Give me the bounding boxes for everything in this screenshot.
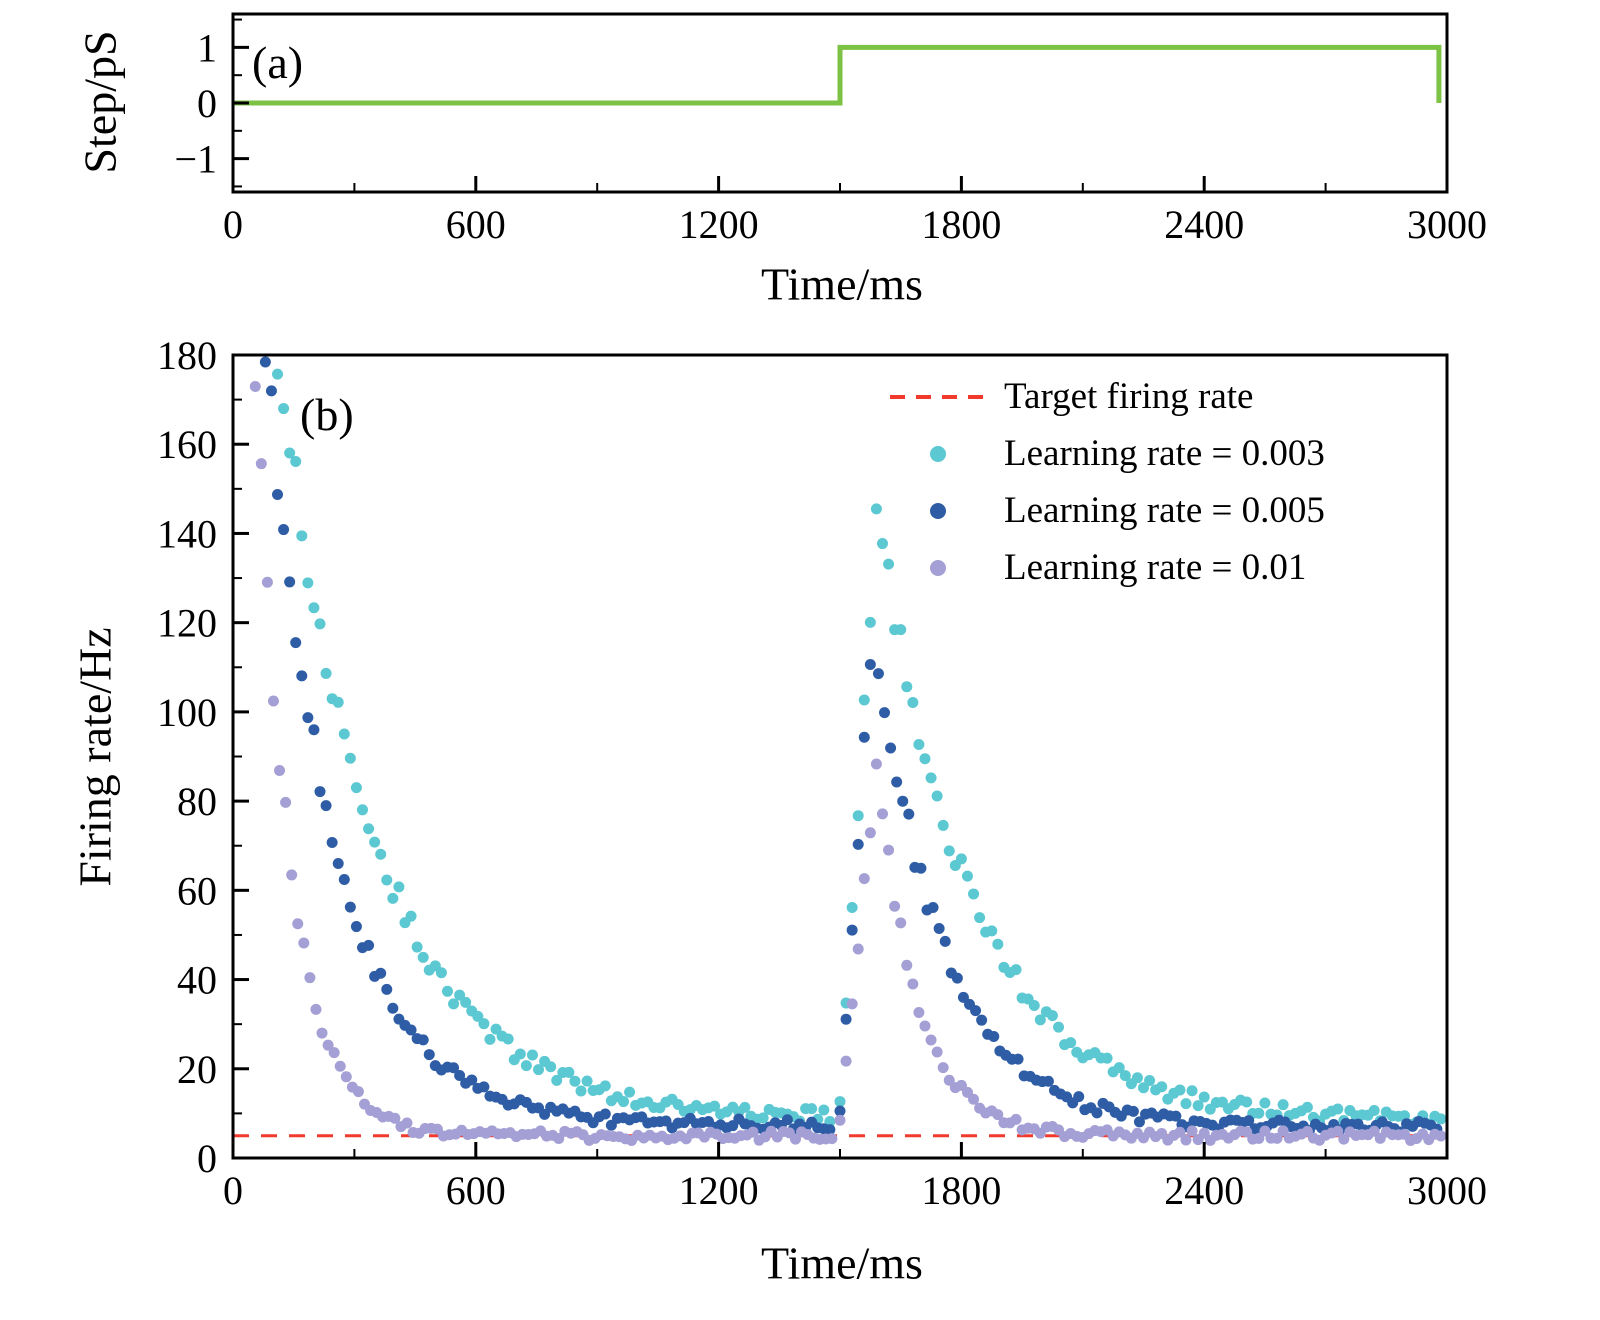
series-dot-icon <box>885 445 990 462</box>
legend-item: Learning rate = 0.003 <box>885 425 1325 482</box>
svg-text:3000: 3000 <box>1407 202 1487 247</box>
series-dot-icon <box>885 559 990 576</box>
panel-a-letter: (a) <box>252 37 304 88</box>
svg-text:180: 180 <box>157 333 217 378</box>
svg-text:1800: 1800 <box>921 1168 1001 1213</box>
legend-item: Learning rate = 0.005 <box>885 482 1325 539</box>
svg-text:40: 40 <box>177 958 217 1003</box>
series-dot-icon <box>885 502 990 519</box>
legend-label: Learning rate = 0.005 <box>1004 490 1325 531</box>
panel-a-x-axis-label: Time/ms <box>761 258 923 310</box>
svg-text:1200: 1200 <box>679 1168 759 1213</box>
panel-b-y-axis-label: Firing rate/Hz <box>69 627 121 887</box>
svg-text:20: 20 <box>177 1047 217 1092</box>
svg-text:0: 0 <box>223 202 243 247</box>
legend-label: Learning rate = 0.003 <box>1004 433 1325 474</box>
svg-text:140: 140 <box>157 511 217 556</box>
legend-label: Target firing rate <box>1004 376 1254 417</box>
panel-b-x-axis-label: Time/ms <box>761 1237 923 1289</box>
svg-text:0: 0 <box>223 1168 243 1213</box>
legend: Target firing rate Learning rate = 0.003 L… <box>885 368 1325 596</box>
svg-text:1200: 1200 <box>679 202 759 247</box>
panel-a-y-axis-label: Step/pS <box>74 30 126 174</box>
svg-text:−1: −1 <box>174 137 217 182</box>
svg-text:3000: 3000 <box>1407 1168 1487 1213</box>
svg-text:1800: 1800 <box>921 202 1001 247</box>
svg-text:60: 60 <box>177 868 217 913</box>
svg-text:1: 1 <box>197 25 217 70</box>
svg-text:120: 120 <box>157 601 217 646</box>
svg-text:2400: 2400 <box>1164 1168 1244 1213</box>
legend-label: Learning rate = 0.01 <box>1004 547 1307 588</box>
svg-text:0: 0 <box>197 1136 217 1181</box>
svg-text:0: 0 <box>197 81 217 126</box>
legend-item: Learning rate = 0.01 <box>885 539 1325 596</box>
svg-text:100: 100 <box>157 690 217 735</box>
target-line-swatch-icon <box>885 394 990 399</box>
svg-text:600: 600 <box>446 1168 506 1213</box>
svg-text:600: 600 <box>446 202 506 247</box>
panel-b-letter: (b) <box>300 389 354 440</box>
legend-item: Target firing rate <box>885 368 1325 425</box>
svg-text:80: 80 <box>177 779 217 824</box>
svg-text:2400: 2400 <box>1164 202 1244 247</box>
svg-text:160: 160 <box>157 422 217 467</box>
